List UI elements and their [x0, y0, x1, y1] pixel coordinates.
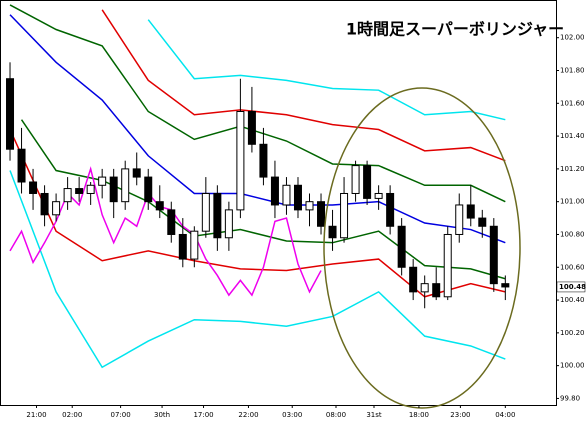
band-line: [20, 119, 506, 280]
y-tick-label: 100.00: [560, 362, 585, 370]
candle-body: [40, 192, 49, 216]
x-tick-label: 03:00: [282, 411, 302, 419]
candle-body: [144, 176, 153, 203]
y-tick-label: 101.60: [560, 99, 585, 107]
x-tick-label: 30th: [154, 411, 170, 419]
price-label: 100.48: [559, 283, 586, 291]
y-tick-label: 100.80: [560, 230, 585, 238]
candle-body: [455, 204, 464, 235]
candle-body: [6, 78, 15, 150]
x-tick-label: 07:00: [111, 411, 131, 419]
x-tick-label: 08:00: [326, 411, 346, 419]
candle-body: [420, 283, 429, 293]
candle-body: [213, 192, 222, 239]
candle-body: [501, 283, 510, 288]
candle-body: [282, 184, 291, 206]
y-tick-label: 101.40: [560, 132, 585, 140]
candle-body: [17, 148, 26, 183]
price-label-box: [556, 281, 586, 293]
y-tick-label: 101.20: [560, 165, 585, 173]
candle-body: [351, 165, 360, 194]
x-tick-label: 18:00: [409, 411, 429, 419]
candle-body: [224, 209, 233, 239]
x-tick-label: 17:00: [193, 411, 213, 419]
y-tick-label: 101.80: [560, 67, 585, 75]
plot-border: [0, 0, 557, 406]
y-tick-label: 100.20: [560, 329, 585, 337]
candle-body: [478, 217, 487, 227]
candle-body: [167, 209, 176, 235]
x-tick-label: 23:00: [450, 411, 470, 419]
candle-body: [132, 168, 141, 178]
band-line: [147, 19, 506, 121]
y-tick-label: 99.80: [560, 394, 580, 402]
x-tick-label: 21:00: [26, 411, 46, 419]
y-tick-label: 101.00: [560, 198, 585, 206]
candle-body: [270, 176, 279, 206]
candle-body: [63, 188, 72, 203]
y-tick-label: 100.40: [560, 296, 585, 304]
candle-body: [363, 165, 372, 199]
x-tick-label: 02:00: [62, 411, 82, 419]
candle-body: [155, 201, 164, 211]
y-tick-label: 102.00: [560, 34, 585, 42]
candle-body: [374, 192, 383, 199]
candle-body: [236, 110, 245, 211]
candle-body: [466, 204, 475, 219]
candle-body: [443, 233, 452, 298]
candle-body: [328, 225, 337, 239]
chart-title: 1時間足スーパーボリンジャー: [346, 20, 564, 39]
band-line: [9, 170, 506, 369]
candle-body: [259, 143, 268, 178]
band-line: [101, 9, 506, 162]
candle-body: [247, 110, 256, 145]
candle-body: [86, 184, 95, 194]
band-line: [9, 14, 506, 244]
candle-body: [409, 266, 418, 293]
candle-body: [305, 201, 314, 211]
candle-body: [121, 168, 130, 203]
candle-body: [340, 192, 349, 239]
candle-body: [29, 181, 38, 194]
highlight-ellipse: [323, 87, 521, 409]
candle-body: [397, 225, 406, 268]
marks: [6, 4, 510, 369]
candle-body: [432, 283, 441, 298]
candle-body: [178, 233, 187, 260]
candle-body: [386, 192, 395, 227]
y-tick-label: 100.60: [560, 263, 585, 271]
candle-body: [317, 201, 326, 227]
x-tick-label: 31st: [366, 411, 382, 419]
candle-body: [489, 225, 498, 285]
candle-body: [201, 192, 210, 232]
candle-body: [75, 188, 84, 194]
candle-body: [293, 184, 302, 211]
x-tick-label: 04:00: [495, 411, 515, 419]
candle-body: [98, 176, 107, 186]
candle-body: [109, 176, 118, 203]
x-tick-label: 22:00: [238, 411, 258, 419]
candle-body: [190, 230, 199, 260]
band-line: [9, 166, 322, 297]
candle-body: [52, 201, 61, 216]
